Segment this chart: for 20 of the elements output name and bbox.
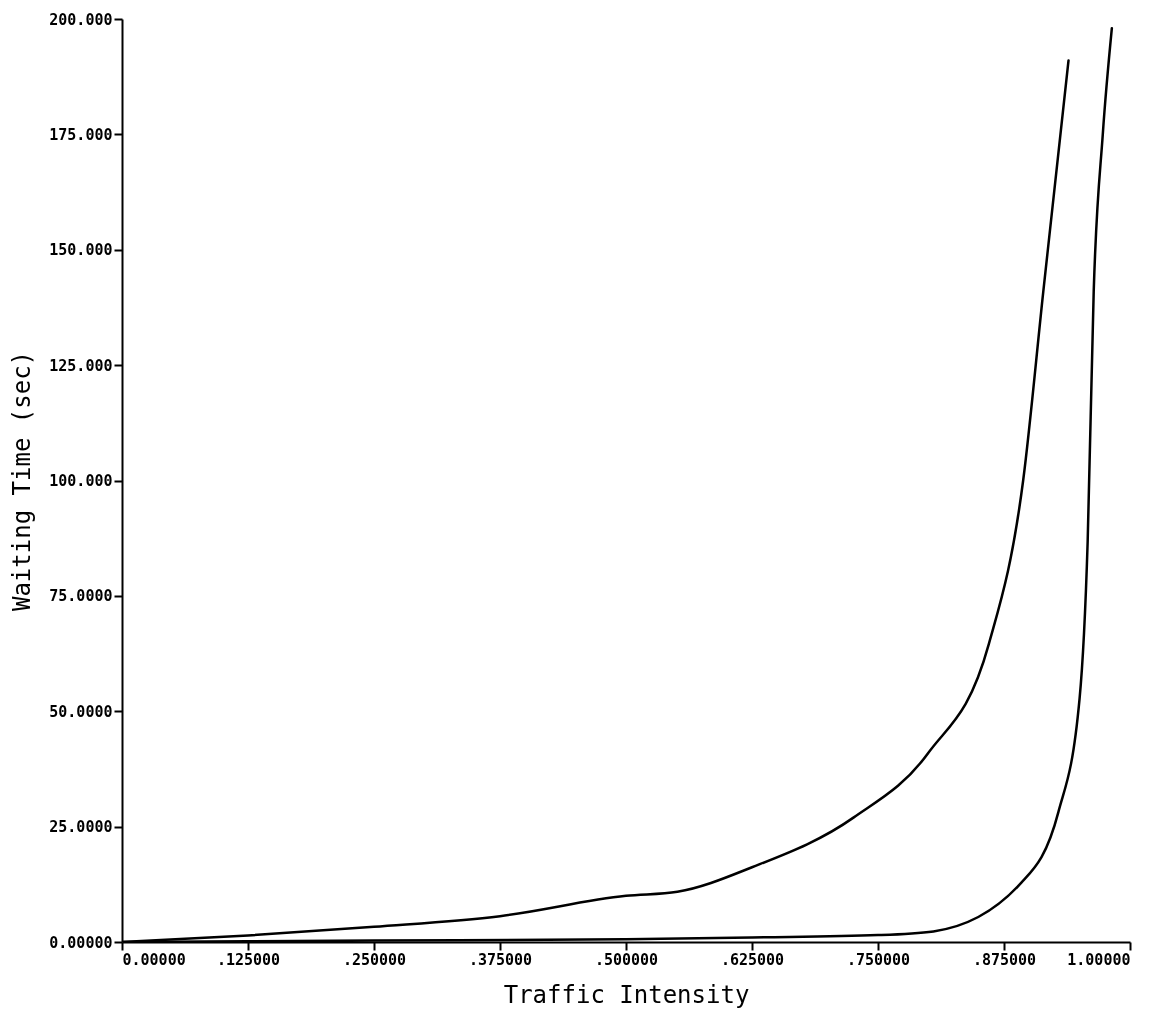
y-tick-label: 100.000 [49, 472, 113, 490]
x-tick-label: 1.00000 [1067, 950, 1131, 969]
x-tick-label: .375000 [468, 950, 533, 969]
y-tick-label: 0.00000 [49, 933, 113, 952]
x-axis-title: Traffic Intensity [503, 980, 750, 1009]
y-tick-label: 125.000 [49, 356, 113, 375]
y-tick-label: 50.0000 [49, 702, 113, 721]
x-tick-label: .875000 [972, 950, 1037, 969]
x-tick-label: .625000 [720, 950, 785, 969]
y-tick-label: 25.0000 [49, 818, 113, 837]
x-tick-label: .250000 [342, 950, 407, 969]
x-tick-label: .500000 [594, 950, 659, 969]
y-tick-label: 150.000 [49, 241, 113, 260]
y-tick-label: 175.000 [49, 125, 113, 144]
x-tick-label: 0.00000 [122, 950, 186, 969]
y-axis-title: Waiting Time (sec) [8, 350, 37, 612]
x-tick-label: .750000 [846, 950, 911, 969]
y-tick-label: 200.000 [49, 10, 113, 29]
x-tick-label: .125000 [216, 950, 281, 969]
y-tick-label: 75.0000 [49, 587, 113, 606]
